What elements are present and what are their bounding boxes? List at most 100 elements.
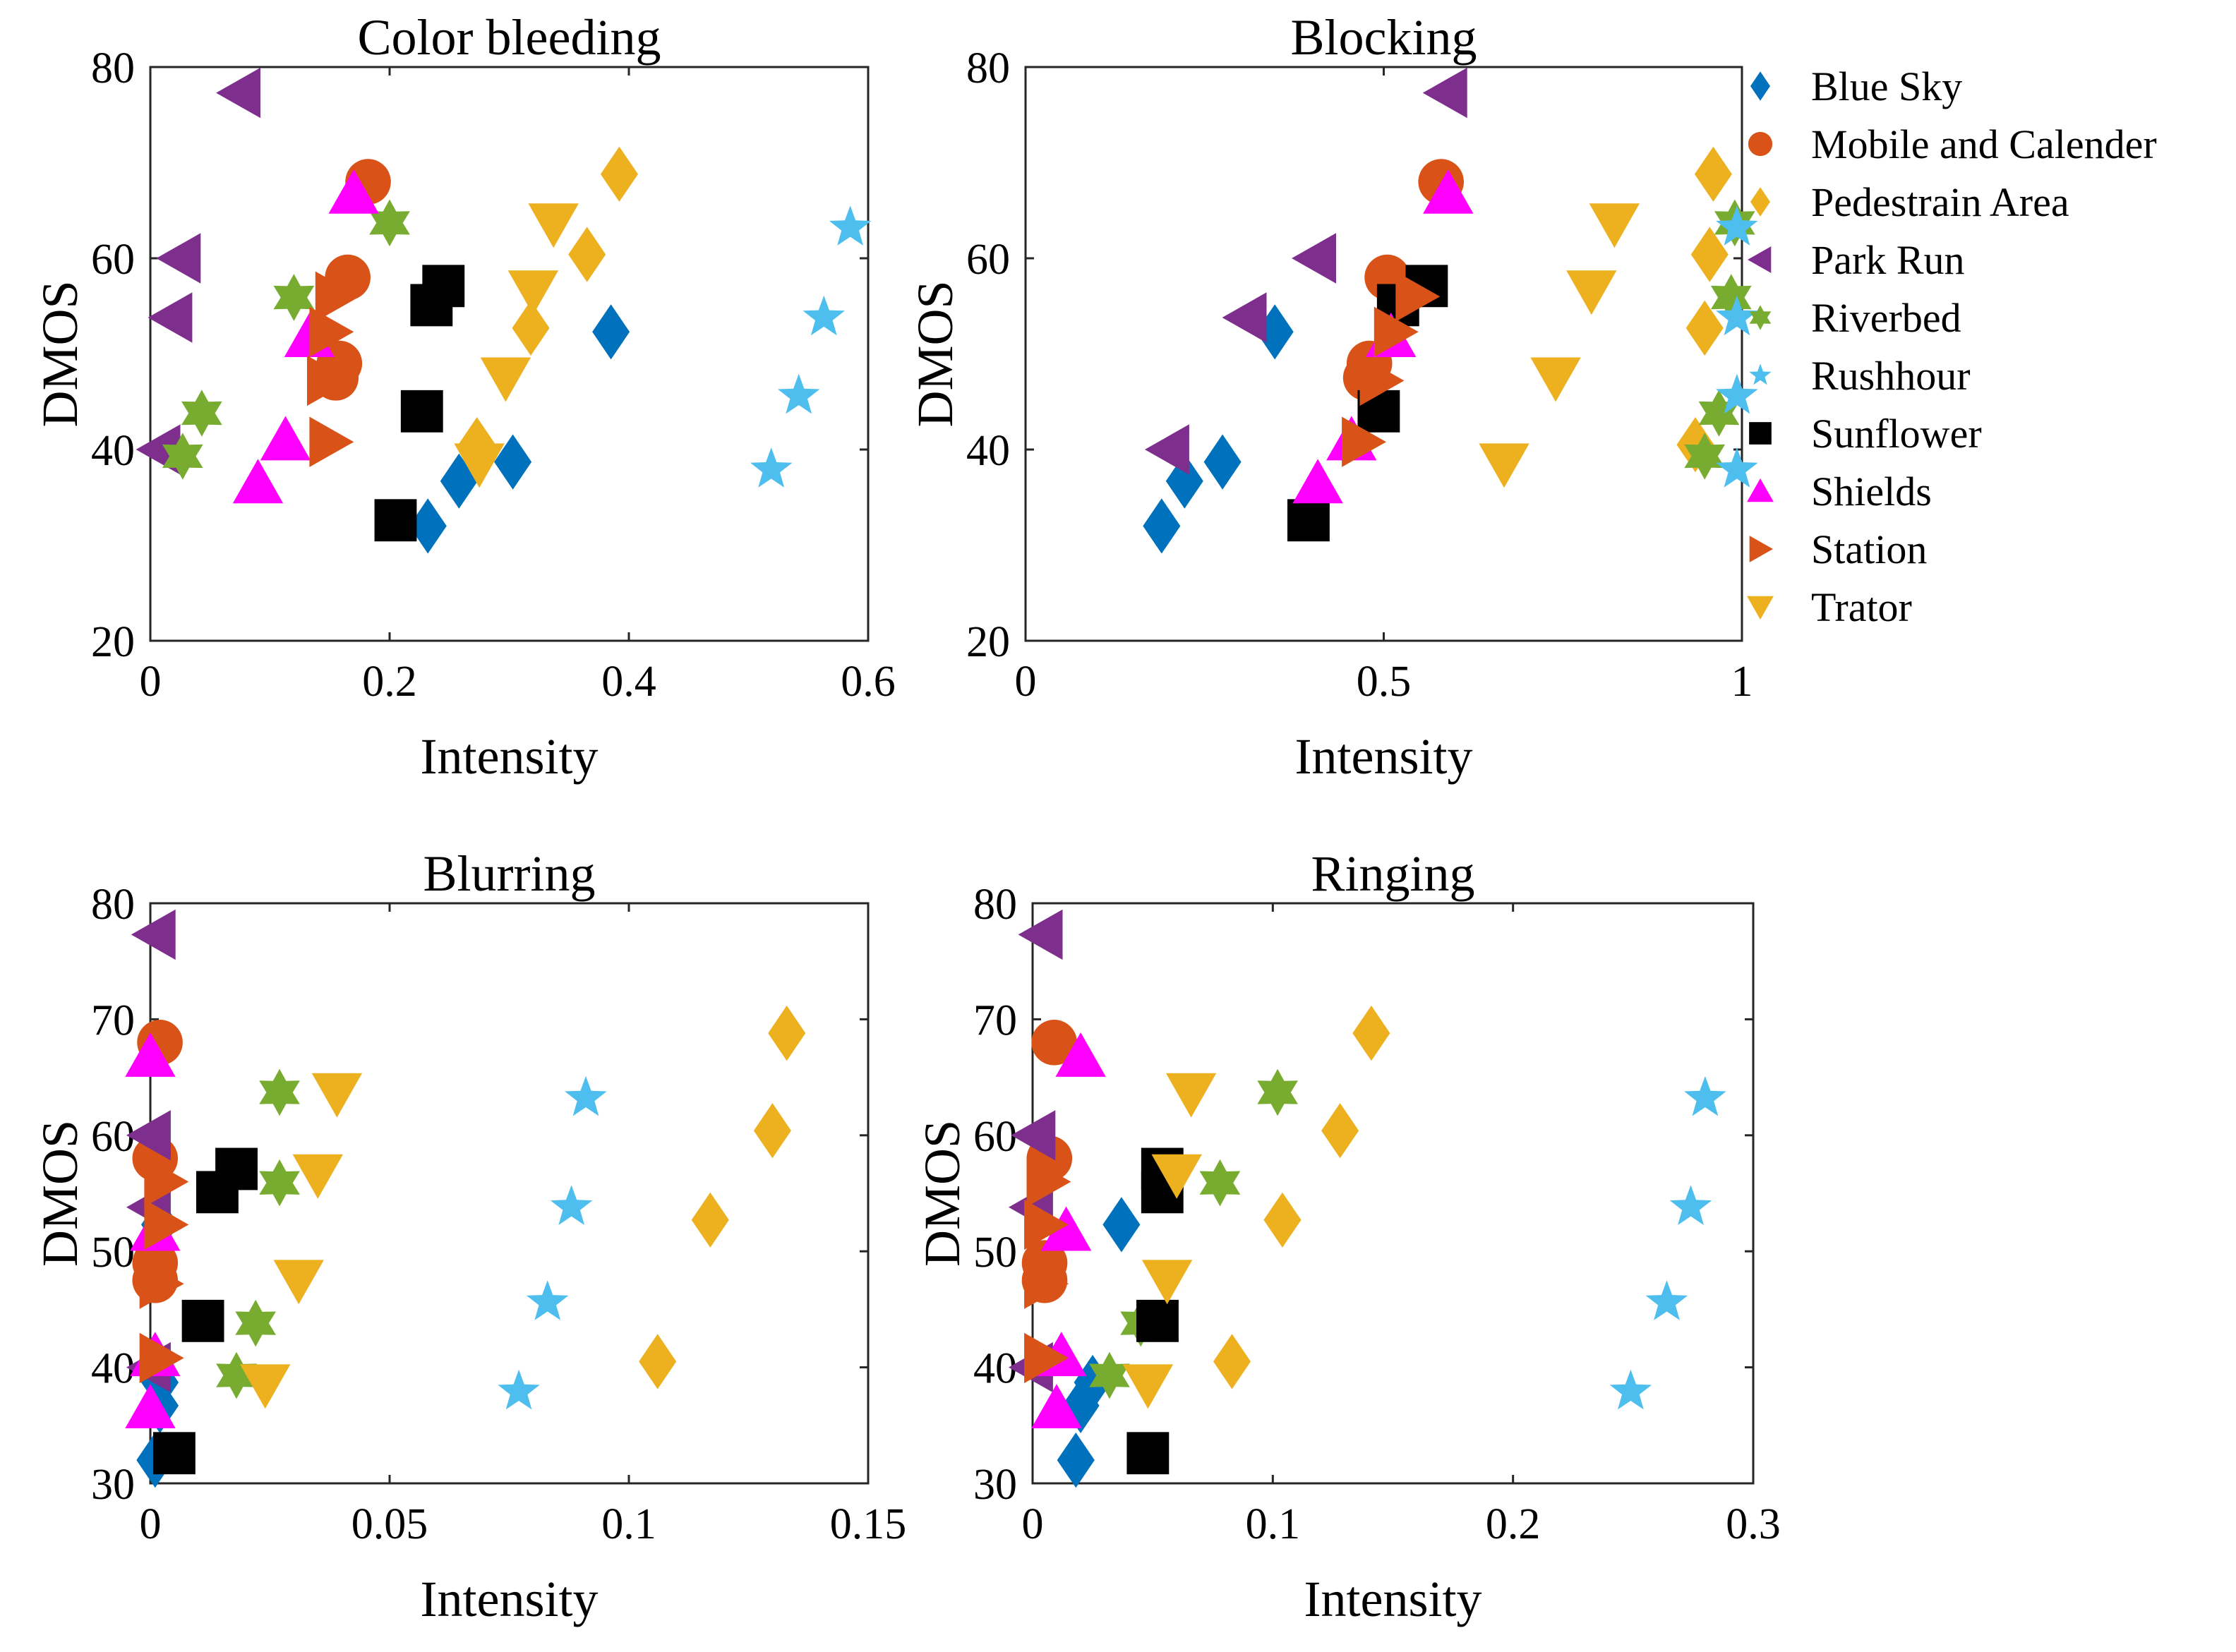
data-point-trator [1141,1260,1193,1305]
data-point-shields [328,169,379,214]
data-point-rushhour [1716,205,1758,246]
data-point-riverbed [1199,1159,1241,1207]
y-tick-label: 20 [966,618,1010,666]
data-point-shields [1292,459,1343,504]
data-point-rushhour [565,1075,607,1116]
x-tick-label: 0.05 [351,1500,428,1548]
chart-title: Ringing [1311,845,1474,902]
data-point-riverbed [273,274,315,321]
y-axis-label: DMOS [32,1120,88,1267]
data-point-park-run [1422,67,1467,119]
data-point-sunflower [1136,1299,1179,1342]
legend-marker [1749,536,1773,562]
data-point-pedestrain-area [639,1334,677,1389]
data-point-rushhour [1645,1280,1688,1320]
data-point-rushhour [829,205,872,246]
data-point-trator [528,203,579,248]
x-axis-label: Intensity [1295,728,1473,785]
legend-marker [1750,71,1770,101]
data-point-trator [1479,443,1529,488]
data-point-trator [273,1260,324,1305]
data-point-blue-sky [1057,1433,1095,1488]
legend-marker [1748,131,1773,157]
data-point-trator [1122,1364,1174,1409]
data-point-park-run [1222,292,1267,343]
x-tick-label: 0.2 [1486,1500,1541,1548]
y-tick-label: 70 [973,996,1017,1044]
x-axis-label: Intensity [421,728,599,785]
data-point-station [1374,306,1419,357]
legend-marker [1749,422,1772,445]
legend-label: Park Run [1811,237,1965,283]
chart-panel-0: 0 0.2 0.4 0.6 20 40 60 80 Color bleeding Intensit… [32,9,896,785]
data-point-riverbed [1089,1351,1130,1399]
data-point-riverbed [369,199,410,247]
y-tick-label: 80 [91,44,135,92]
data-point-station [309,416,354,467]
legend-label: Pedestrain Area [1811,179,2069,225]
data-point-rushhour [1716,295,1758,336]
legend-marker [1747,596,1774,620]
x-axis-label: Intensity [1304,1571,1482,1627]
data-point-station [1395,271,1441,322]
data-point-shields [260,416,311,461]
data-point-shields [125,1384,176,1428]
y-tick-label: 60 [91,236,135,284]
chart-panel-1: 0 0.5 1 20 40 60 80 Blocking Intensity DMOS [907,9,1758,785]
x-tick-label: 1 [1731,658,1753,706]
data-point-trator [311,1073,363,1118]
data-point-rushhour [1669,1185,1712,1225]
data-point-park-run [1292,233,1336,284]
y-axis-label: DMOS [32,280,88,427]
legend: Blue Sky Mobile and Calender Pedestrain Ar… [1747,64,2157,630]
y-axis-label: DMOS [914,1120,970,1267]
chart-panel-3: 0 0.1 0.2 0.3 30 40 50 60 70 80 Ringing Intensity DM… [914,845,1781,1627]
y-tick-label: 40 [91,1345,135,1393]
chart-title: Blurring [423,845,596,902]
x-tick-label: 0 [1015,658,1037,706]
data-point-blue-sky [440,453,478,509]
data-point-station [1024,1332,1069,1384]
legend-label: Shields [1811,469,1932,514]
data-point-riverbed [1698,390,1740,437]
data-point-pedestrain-area [1213,1334,1251,1389]
y-tick-label: 50 [973,1229,1017,1277]
data-point-station [307,355,351,406]
data-point-park-run [156,233,201,284]
data-point-shields [232,459,284,504]
data-point-pedestrain-area [1690,227,1729,282]
x-tick-label: 0.1 [601,1500,656,1548]
data-point-station [1026,1156,1071,1207]
x-tick-label: 0.4 [601,658,656,706]
legend-marker [1749,363,1772,385]
data-point-sunflower [400,390,443,433]
x-tick-label: 0 [1022,1500,1044,1548]
data-point-pedestrain-area [1685,300,1724,356]
data-point-blue-sky [1102,1197,1141,1253]
data-point-station [1024,1199,1069,1250]
data-point-riverbed [181,390,222,437]
axes-box [1031,902,1755,1485]
legend-label: Riverbed [1811,295,1961,341]
y-tick-label: 50 [91,1229,135,1277]
data-point-station [315,271,360,322]
data-point-riverbed [162,433,203,480]
data-point-rushhour [550,1185,593,1225]
chart-panel-2: 0 0.05 0.1 0.15 30 40 50 60 70 80 Blurring Intensit… [32,845,906,1627]
legend-marker [1748,246,1772,273]
data-point-riverbed [259,1159,300,1207]
data-point-park-run [1011,1110,1056,1161]
x-tick-label: 0.1 [1246,1500,1301,1548]
data-point-rushhour [750,447,793,488]
data-point-pedestrain-area [1694,146,1732,202]
data-point-mobile-and-calender [1031,1019,1077,1066]
data-point-shields [125,1032,176,1077]
x-axis-label: Intensity [421,1571,599,1627]
data-point-sunflower [196,1171,239,1214]
data-point-sunflower [410,284,453,327]
x-tick-label: 0.5 [1357,658,1412,706]
data-point-rushhour [498,1369,540,1410]
data-point-rushhour [1684,1075,1726,1116]
x-tick-label: 0.6 [841,658,896,706]
